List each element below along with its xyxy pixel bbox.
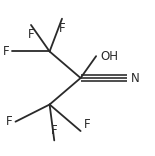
Text: F: F <box>28 28 34 41</box>
Text: F: F <box>3 45 9 58</box>
Text: F: F <box>6 115 12 128</box>
Text: F: F <box>84 118 90 131</box>
Text: F: F <box>51 124 58 137</box>
Text: OH: OH <box>100 50 118 63</box>
Text: N: N <box>131 71 140 85</box>
Text: F: F <box>59 22 65 35</box>
